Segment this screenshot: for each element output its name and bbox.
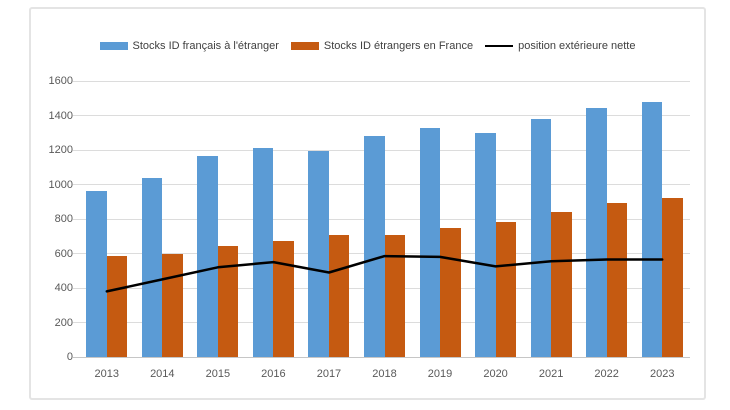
bar-francais-etranger-2015 <box>197 156 218 357</box>
legend-swatch-position-nette <box>485 44 514 48</box>
bar-etrangers-en-france-2020 <box>495 222 517 357</box>
legend-item-stocks-etrangers: Stocks ID étrangers en France <box>290 40 474 52</box>
bar-francais-etranger-2022 <box>586 107 607 357</box>
x-axis-label-2018: 2018 <box>372 368 397 380</box>
y-axis-label-200: 200 <box>54 316 73 329</box>
bar-francais-etranger-2016 <box>252 148 274 357</box>
net-position-line <box>105 254 664 293</box>
y-axis-label-0: 0 <box>66 351 73 363</box>
bar-etrangers-en-france-2014 <box>162 254 183 357</box>
x-axis: 2013 2014 2015 2016 2017 2018 2019 2020 2021 2022… <box>79 368 690 384</box>
y-axis-label-1200: 1200 <box>48 144 73 156</box>
legend-swatch-stocks-etrangers <box>290 42 319 50</box>
y-axis-label-400: 400 <box>54 282 73 294</box>
bar-etrangers-en-france-2017 <box>328 234 350 357</box>
bar-francais-etranger-2019 <box>419 128 441 357</box>
legend-item-position-nette: position extérieure nette <box>485 40 636 52</box>
y-axis-label-600: 600 <box>54 247 73 260</box>
gridline-1400 <box>73 115 690 116</box>
legend-swatch-stocks-francais <box>99 42 128 50</box>
x-axis-label-2017: 2017 <box>316 368 342 380</box>
x-axis-label-2013: 2013 <box>94 368 119 380</box>
x-axis-label-2021: 2021 <box>538 368 564 380</box>
bar-francais-etranger-2021 <box>530 118 552 357</box>
x-axis-label-2016: 2016 <box>261 368 286 380</box>
y-axis-label-1400: 1400 <box>48 109 73 122</box>
bar-etrangers-en-france-2021 <box>551 212 572 357</box>
x-axis-label-2022: 2022 <box>594 368 619 380</box>
bar-francais-etranger-2014 <box>141 177 163 357</box>
legend-label-stocks-francais: Stocks ID français à l'étranger <box>132 40 279 52</box>
x-axis-label-2023: 2023 <box>649 368 675 380</box>
x-axis-label-2020: 2020 <box>483 368 508 380</box>
x-axis-line <box>73 356 690 358</box>
bar-etrangers-en-france-2015 <box>217 245 239 357</box>
bar-francais-etranger-2023 <box>641 101 663 357</box>
gridline-1600 <box>73 80 690 82</box>
chart-legend: Stocks ID français à l'étranger Stocks I… <box>29 37 706 55</box>
legend-label-position-nette: position extérieure nette <box>518 40 636 52</box>
legend-label-stocks-etrangers: Stocks ID étrangers en France <box>323 40 474 52</box>
bar-etrangers-en-france-2023 <box>662 198 683 357</box>
x-axis-label-2015: 2015 <box>205 368 231 380</box>
net-position-line-layer <box>105 254 664 293</box>
bar-etrangers-en-france-2018 <box>384 235 405 357</box>
bar-francais-etranger-2018 <box>364 136 385 357</box>
plot-area <box>73 80 690 358</box>
y-axis-label-1000: 1000 <box>48 178 73 191</box>
bar-etrangers-en-france-2022 <box>606 203 628 357</box>
bar-francais-etranger-2017 <box>308 150 329 357</box>
x-axis-label-2019: 2019 <box>427 368 453 380</box>
y-axis-label-1600: 1600 <box>48 75 73 87</box>
bar-francais-etranger-2020 <box>475 132 496 357</box>
bar-etrangers-en-france-2016 <box>273 241 294 357</box>
bar-etrangers-en-france-2013 <box>106 256 128 357</box>
x-axis-label-2014: 2014 <box>150 368 175 380</box>
legend-item-stocks-francais: Stocks ID français à l'étranger <box>99 40 279 52</box>
y-axis-label-800: 800 <box>54 213 73 225</box>
chart-frame: Stocks ID français à l'étranger Stocks I… <box>29 7 706 400</box>
bar-francais-etranger-2013 <box>86 191 107 357</box>
